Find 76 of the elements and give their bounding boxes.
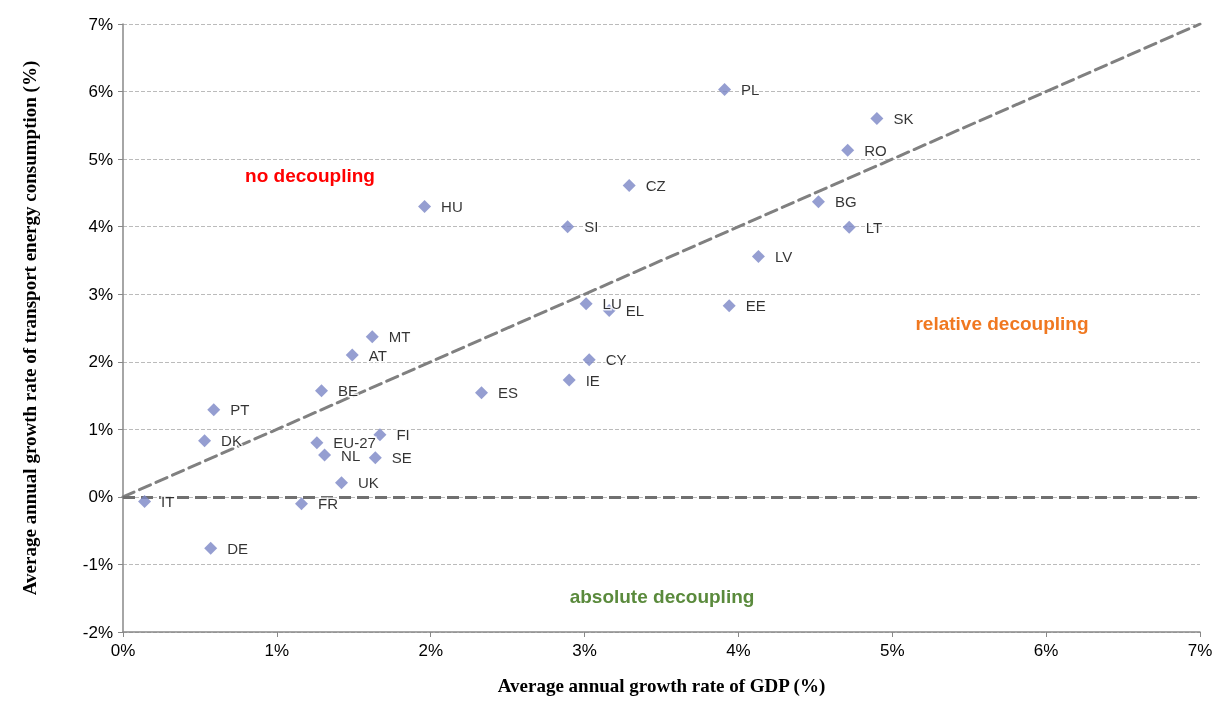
series-label: CZ	[645, 176, 666, 194]
series-label: LU	[602, 295, 622, 313]
y-tick-label: 7%	[88, 14, 113, 34]
series-label: LV	[774, 247, 793, 265]
x-tick-label: 0%	[110, 641, 136, 660]
series-label: EE	[745, 297, 766, 315]
series-label: ES	[497, 384, 518, 402]
series-label: RO	[864, 141, 887, 159]
x-tick-label: 7%	[1187, 641, 1213, 660]
x-tick-label: 2%	[418, 641, 443, 660]
point	[561, 220, 575, 234]
y-axis-title: Average annual growth rate of transport energy consumption (%)	[19, 60, 41, 596]
y-tick-label: 1%	[88, 419, 113, 439]
series-label: UK	[357, 474, 379, 492]
point	[345, 348, 359, 362]
point	[751, 249, 765, 263]
point	[204, 541, 218, 555]
point	[373, 428, 387, 442]
point	[811, 195, 825, 209]
y-tick-label: 3%	[88, 284, 113, 304]
series-label: FR	[317, 495, 339, 513]
series-label: CY	[605, 351, 627, 369]
point	[622, 178, 636, 192]
point	[841, 143, 855, 157]
y-tick-label: 4%	[88, 217, 113, 237]
point	[722, 299, 736, 313]
point	[365, 330, 379, 344]
point	[314, 384, 328, 398]
point	[842, 220, 856, 234]
y-tick-label: 5%	[88, 149, 113, 169]
series-label: IE	[585, 371, 600, 389]
annotation: relative decoupling	[915, 312, 1089, 334]
y-tick-label: 2%	[88, 352, 113, 372]
point	[138, 495, 152, 509]
point	[579, 297, 593, 311]
x-tick-label: 3%	[572, 641, 597, 660]
series-label: LT	[865, 218, 883, 236]
x-tick-label: 1%	[264, 641, 290, 660]
series-label: PT	[230, 401, 250, 419]
series-label: HU	[441, 197, 463, 215]
point	[418, 199, 432, 213]
x-tick-label: 4%	[726, 641, 751, 660]
point	[474, 386, 488, 400]
series-label: SI	[584, 218, 599, 236]
series-label: AT	[368, 346, 387, 364]
point	[718, 83, 732, 97]
series-label: EU-27	[333, 434, 376, 452]
series-label: BE	[337, 382, 358, 400]
y-tick-label: 0%	[88, 487, 113, 507]
series-label: DK	[221, 432, 242, 450]
point	[870, 112, 884, 126]
point	[368, 451, 382, 465]
y-tick-label: -2%	[82, 622, 113, 642]
series-label: MT	[388, 328, 411, 346]
point	[294, 497, 308, 511]
annotation: absolute decoupling	[569, 585, 755, 607]
point	[562, 373, 576, 387]
point	[207, 403, 221, 417]
y-tick-label: 6%	[88, 82, 113, 102]
series-label: DE	[227, 539, 249, 557]
point	[318, 448, 332, 462]
x-tick-label: 6%	[1033, 641, 1059, 660]
point	[198, 434, 212, 448]
annotation: no decoupling	[245, 164, 375, 186]
series-label: SK	[893, 110, 914, 128]
series-label: SE	[391, 449, 412, 467]
point	[334, 476, 348, 490]
series-label: PL	[741, 81, 760, 99]
series-label: EL	[625, 301, 645, 319]
series-label: FI	[396, 426, 410, 444]
series-label: BG	[834, 193, 857, 211]
point	[310, 436, 324, 450]
y-tick-label: -1%	[82, 554, 113, 574]
x-axis-title: Average annual growth rate of GDP (%)	[497, 675, 826, 697]
point	[582, 353, 596, 367]
x-tick-label: 5%	[880, 641, 905, 660]
